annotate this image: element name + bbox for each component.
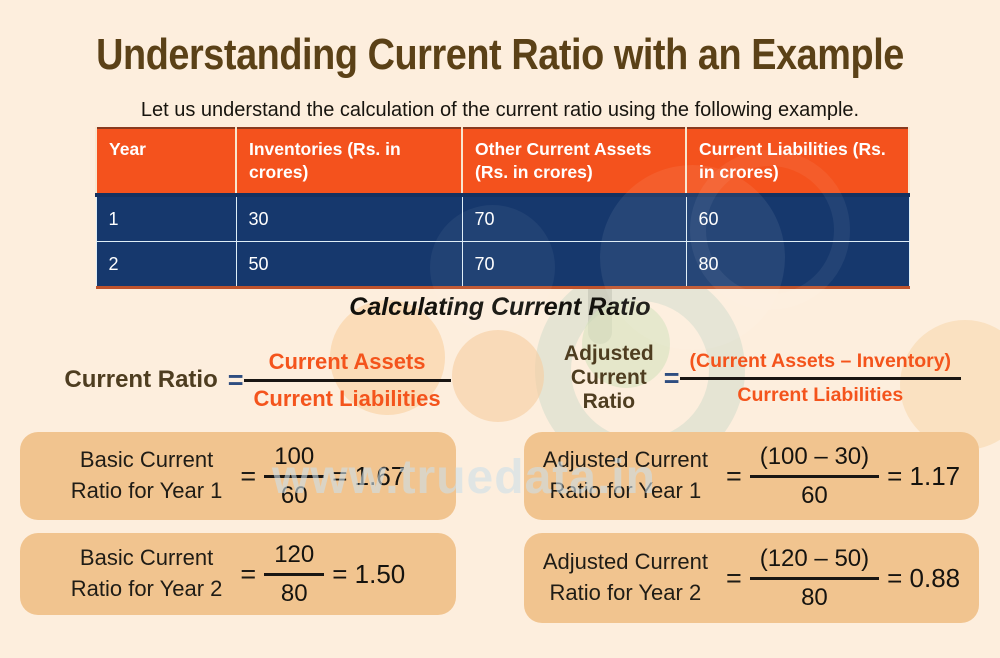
calc-box-adjusted-year2: Adjusted Current Ratio for Year 2 = (120…	[524, 533, 979, 623]
table-cell: 1	[95, 194, 237, 243]
table-header-current-liabilities: Current Liabilities (Rs. in crores)	[685, 128, 910, 198]
calc-label-line: Ratio for Year 2	[549, 580, 702, 605]
fraction-numerator: 120	[274, 540, 315, 568]
fraction-denominator: 80	[801, 583, 828, 611]
fraction-bar	[264, 474, 325, 478]
formula-label-line: Adjusted	[563, 341, 654, 365]
calc-label-line: Ratio for Year 1	[70, 478, 223, 503]
calc-label: Adjusted Current Ratio for Year 1	[543, 445, 708, 507]
fraction-denominator: 80	[280, 579, 308, 607]
fraction: (Current Assets – Inventory) Current Lia…	[679, 349, 962, 407]
equals-sign: =	[725, 460, 742, 491]
calc-label-line: Adjusted Current	[542, 549, 708, 575]
calc-label: Adjusted Current Ratio for Year 2	[543, 547, 708, 609]
fraction-denominator: 60	[280, 481, 308, 509]
calc-label: Basic Current Ratio for Year 2	[71, 543, 223, 605]
fraction: 100 60	[264, 442, 325, 510]
fraction-denominator: Current Liabilities	[737, 383, 904, 406]
fraction: Current Assets Current Liabilities	[243, 348, 451, 412]
section-heading: Calculating Current Ratio	[349, 293, 651, 321]
fraction: (120 – 50) 80	[749, 544, 880, 612]
table-row: 2 50 70 80	[95, 241, 910, 289]
formula-label: Current Ratio	[64, 366, 218, 393]
table-cell: 2	[95, 241, 237, 289]
table-cell: 30	[235, 194, 463, 243]
fraction-denominator: Current Liabilities	[253, 385, 441, 411]
calc-label: Basic Current Ratio for Year 1	[71, 445, 223, 507]
current-ratio-formula: Current Ratio = Current Assets Current L…	[25, 340, 480, 420]
table-header-inventories: Inventories (Rs. in crores)	[235, 128, 463, 198]
calc-label-line: Ratio for Year 1	[549, 478, 702, 503]
calc-result: = 0.88	[887, 562, 961, 593]
fraction-bar	[679, 376, 962, 380]
formula-label-line: Ratio	[582, 390, 636, 414]
calc-box-adjusted-year1: Adjusted Current Ratio for Year 1 = (100…	[524, 432, 979, 520]
fraction-bar	[243, 378, 451, 382]
fraction-numerator: (120 – 50)	[759, 544, 870, 572]
fraction-bar	[749, 474, 880, 478]
fraction-numerator: (Current Assets – Inventory)	[689, 349, 952, 372]
calc-result: = 1.17	[887, 460, 961, 491]
calc-label-line: Basic Current	[79, 545, 214, 571]
table-row: 1 30 70 60	[95, 194, 910, 243]
example-data-table: Year Inventories (Rs. in crores) Other C…	[95, 127, 910, 290]
formula-label: Adjusted Current Ratio	[564, 342, 654, 414]
equals-sign: =	[240, 558, 257, 589]
formula-label-line: Current	[570, 365, 647, 389]
table-header-year: Year	[95, 128, 237, 198]
table-cell: 70	[461, 241, 687, 289]
fraction: (100 – 30) 60	[749, 442, 880, 510]
page-subtitle: Let us understand the calculation of the…	[140, 99, 860, 121]
calc-result: = 1.67	[332, 460, 406, 491]
equals-sign: =	[725, 562, 742, 593]
calc-box-basic-year1: Basic Current Ratio for Year 1 = 100 60 …	[20, 432, 456, 520]
table-cell: 70	[461, 194, 687, 243]
equals-sign: =	[227, 364, 244, 395]
page-title: Understanding Current Ratio with an Exam…	[96, 30, 904, 79]
calc-label-line: Ratio for Year 2	[70, 576, 223, 601]
fraction-numerator: (100 – 30)	[759, 442, 870, 470]
table-cell: 80	[685, 241, 910, 289]
table-cell: 60	[685, 194, 910, 243]
fraction-numerator: 100	[274, 442, 315, 470]
equals-sign: =	[240, 460, 257, 491]
fraction-bar	[264, 572, 325, 576]
fraction-numerator: Current Assets	[268, 348, 426, 374]
calc-label-line: Basic Current	[79, 447, 214, 473]
table-cell: 50	[235, 241, 463, 289]
calc-result: = 1.50	[332, 558, 406, 589]
fraction-bar	[749, 576, 880, 580]
equals-sign: =	[663, 362, 680, 393]
fraction-denominator: 60	[801, 481, 828, 509]
calc-box-basic-year2: Basic Current Ratio for Year 2 = 120 80 …	[20, 533, 456, 615]
fraction: 120 80	[264, 540, 325, 608]
calc-label-line: Adjusted Current	[542, 447, 708, 473]
table-header-other-current-assets: Other Current Assets (Rs. in crores)	[461, 128, 687, 198]
table-header-row: Year Inventories (Rs. in crores) Other C…	[95, 128, 910, 198]
adjusted-current-ratio-formula: Adjusted Current Ratio = (Current Assets…	[530, 334, 985, 422]
